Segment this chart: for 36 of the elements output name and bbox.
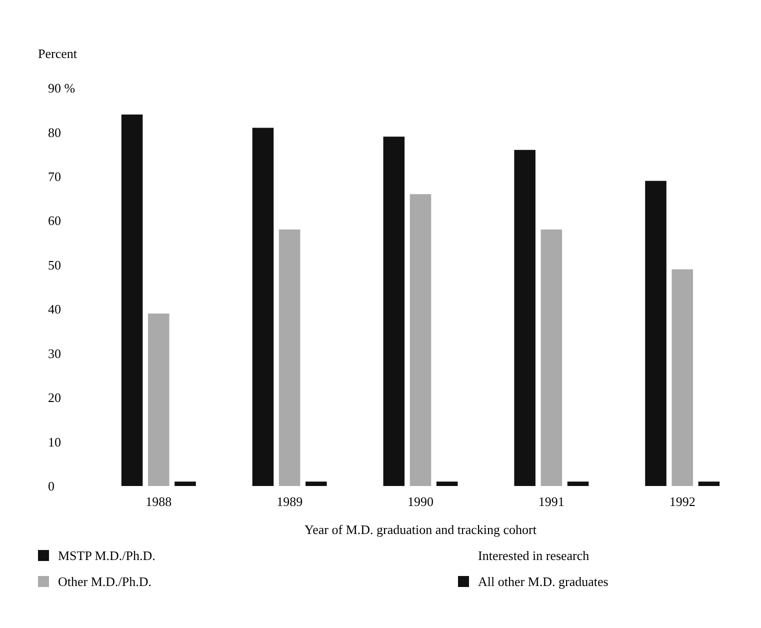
bar <box>278 230 300 486</box>
bar <box>306 482 327 486</box>
bar <box>252 128 274 486</box>
bar <box>540 230 562 486</box>
x-tick-label: 1991 <box>538 494 564 509</box>
bar <box>698 482 720 486</box>
x-tick-label: 1989 <box>276 494 303 509</box>
x-tick-label: 1988 <box>146 494 172 509</box>
legend-label: Other M.D./Ph.D. <box>58 574 152 589</box>
bar <box>148 314 170 486</box>
y-tick-label: 60 <box>48 213 61 228</box>
y-tick-label: 10 <box>48 434 61 450</box>
bar <box>436 482 458 486</box>
x-tick-label: 1990 <box>408 494 434 509</box>
y-tick-label: 0 <box>48 478 54 494</box>
bar <box>672 269 693 486</box>
y-tick-label: 30 <box>48 346 61 361</box>
x-tick-label: 1992 <box>669 494 696 509</box>
bar <box>174 482 196 486</box>
x-axis-title: Year of M.D. graduation and tracking cohort <box>304 522 537 537</box>
legend-label: All other M.D. graduates <box>478 574 608 589</box>
bar <box>383 136 405 486</box>
bar <box>410 194 432 486</box>
y-tick-label: 80 <box>48 124 61 140</box>
y-tick-label: 20 <box>48 390 61 406</box>
bar <box>567 482 589 486</box>
y-axis-title: Percent <box>38 46 78 61</box>
y-tick-label: 50 <box>48 257 61 272</box>
y-tick-label: 90 % <box>48 80 76 96</box>
bar <box>514 150 536 486</box>
y-tick-label: 70 <box>48 168 61 184</box>
legend-title: Interested in research <box>478 548 590 563</box>
bar <box>121 114 143 486</box>
bar <box>645 180 666 486</box>
y-tick-label: 40 <box>48 302 61 317</box>
legend-label: MSTP M.D./Ph.D. <box>58 548 156 563</box>
